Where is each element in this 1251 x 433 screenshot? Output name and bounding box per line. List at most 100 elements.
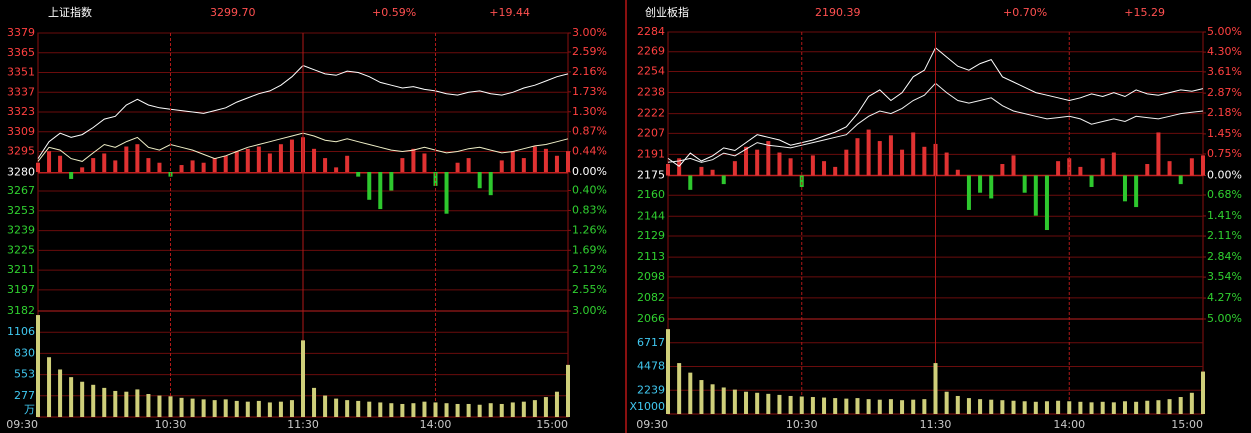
volume-bar xyxy=(1100,401,1105,414)
breadth-bar xyxy=(966,175,971,210)
y-tick-label: 277 xyxy=(14,389,35,402)
volume-bar xyxy=(1122,401,1127,414)
y-tick-label: 2113 xyxy=(637,250,665,263)
volume-bar xyxy=(1178,397,1183,414)
y-tick-label: 2191 xyxy=(637,147,665,160)
y2-tick-label: 0.00% xyxy=(1207,169,1242,182)
y-tick-label: 2175 xyxy=(637,169,665,182)
y2-tick-label: 3.00% xyxy=(572,26,607,39)
volume-bar xyxy=(378,402,383,417)
breadth-bar xyxy=(488,172,493,196)
y-tick-label: 2269 xyxy=(637,45,665,58)
y-tick-label: 830 xyxy=(14,346,35,359)
breadth-bar xyxy=(212,158,217,172)
volume-bar xyxy=(766,393,771,414)
y-tick-label: 3351 xyxy=(7,66,35,79)
y2-tick-label: 2.55% xyxy=(572,283,607,296)
volume-bar xyxy=(345,400,350,417)
volume-bar xyxy=(245,401,250,417)
breadth-bar xyxy=(190,160,195,172)
volume-bar xyxy=(1111,402,1116,414)
y2-tick-label: 1.41% xyxy=(1207,209,1242,222)
breadth-bar xyxy=(799,175,804,187)
breadth-bar xyxy=(367,172,372,200)
x-tick-label: 14:00 xyxy=(1053,418,1085,431)
y-tick-label: 4478 xyxy=(637,360,665,373)
breadth-bar xyxy=(777,152,782,176)
breadth-bar xyxy=(444,172,449,214)
breadth-bar xyxy=(888,135,893,176)
header-value: +0.70% xyxy=(1003,6,1047,19)
breadth-bar xyxy=(732,161,737,176)
breadth-bar xyxy=(1189,158,1194,176)
breadth-bar xyxy=(699,166,704,176)
y2-tick-label: 0.83% xyxy=(572,203,607,216)
volume-bar xyxy=(855,398,860,414)
y-tick-label: 3280 xyxy=(7,166,35,179)
volume-bar xyxy=(312,387,317,417)
volume-bar xyxy=(888,399,893,414)
breadth-bar xyxy=(755,149,760,176)
y-tick-label: 2238 xyxy=(637,86,665,99)
y2-tick-label: 1.45% xyxy=(1207,127,1242,140)
volume-bar xyxy=(168,396,173,417)
breadth-bar xyxy=(256,146,261,172)
volume-bar xyxy=(389,403,394,417)
volume-bar xyxy=(36,315,40,417)
volume-bar xyxy=(699,380,704,414)
volume-bar xyxy=(1156,400,1161,414)
y2-tick-label: 0.44% xyxy=(572,145,607,158)
breadth-bar xyxy=(400,158,405,172)
volume-bar xyxy=(256,400,261,417)
breadth-bar xyxy=(323,158,328,172)
volume-bar xyxy=(721,387,726,414)
breadth-bar xyxy=(1167,161,1172,176)
breadth-bar xyxy=(455,162,460,172)
y2-tick-label: 2.59% xyxy=(572,45,607,58)
volume-bar xyxy=(1056,400,1061,414)
breadth-bar xyxy=(922,146,927,176)
volume-bar xyxy=(433,402,438,417)
y2-tick-label: 2.84% xyxy=(1207,250,1242,263)
volume-unit: 万 xyxy=(24,403,35,416)
breadth-bar xyxy=(1111,152,1116,176)
breadth-bar xyxy=(1156,132,1161,176)
volume-bar xyxy=(777,394,782,414)
header-value: +19.44 xyxy=(489,6,530,19)
y2-tick-label: 1.73% xyxy=(572,85,607,98)
y2-tick-label: 1.69% xyxy=(572,243,607,256)
y2-tick-label: 0.68% xyxy=(1207,188,1242,201)
y2-tick-label: 3.61% xyxy=(1207,65,1242,78)
volume-bar xyxy=(666,329,670,414)
y2-tick-label: 0.75% xyxy=(1207,147,1242,160)
breadth-bar xyxy=(543,148,548,172)
volume-bar xyxy=(900,400,905,414)
x-tick-label: 15:00 xyxy=(536,418,568,431)
volume-bar xyxy=(1145,400,1150,414)
breadth-bar xyxy=(1011,155,1016,176)
volume-bar xyxy=(1189,392,1194,414)
breadth-bar xyxy=(521,158,526,172)
breadth-bar xyxy=(744,146,749,176)
breadth-bar xyxy=(1022,175,1027,193)
breadth-bar xyxy=(710,169,715,176)
breadth-bar xyxy=(356,172,361,177)
y2-tick-label: 4.27% xyxy=(1207,291,1242,304)
volume-bar xyxy=(157,395,162,417)
y2-tick-label: 1.26% xyxy=(572,223,607,236)
x-tick-label: 11:30 xyxy=(287,418,319,431)
volume-bar xyxy=(323,395,328,417)
volume-bar xyxy=(190,398,195,417)
y-tick-label: 3197 xyxy=(7,283,35,296)
breadth-bar xyxy=(411,148,416,172)
volume-bar xyxy=(146,394,151,417)
volume-bar xyxy=(1089,402,1094,414)
volume-bar xyxy=(466,403,471,417)
volume-bar xyxy=(554,391,559,417)
volume-bar xyxy=(69,377,74,417)
volume-bar xyxy=(356,400,361,417)
breadth-bar xyxy=(810,155,815,176)
y-tick-label: 2207 xyxy=(637,126,665,139)
volume-bar xyxy=(1011,400,1016,414)
breadth-bar xyxy=(234,151,239,172)
